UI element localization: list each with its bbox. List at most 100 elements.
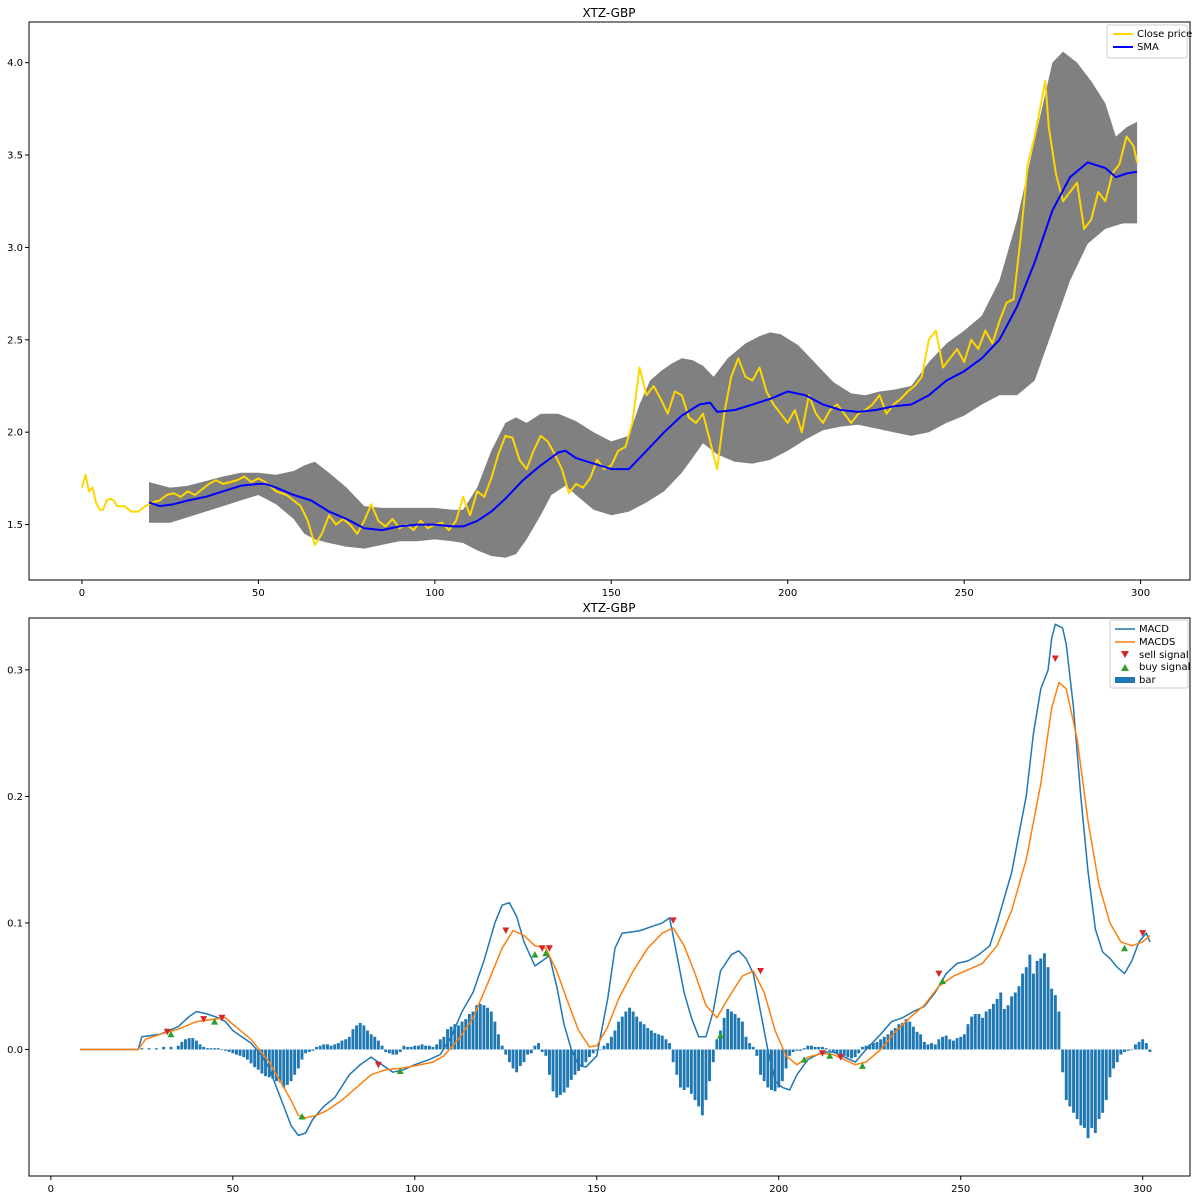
histogram-bar — [642, 1024, 646, 1050]
histogram-bar — [824, 1048, 828, 1050]
histogram-bar — [471, 1011, 475, 1050]
histogram-bar — [944, 1035, 948, 1050]
histogram-bar — [788, 1049, 792, 1056]
histogram-bar — [773, 1049, 777, 1092]
histogram-bar — [908, 1021, 912, 1050]
histogram-bar — [482, 1005, 486, 1050]
histogram-bar — [1032, 973, 1035, 1050]
macd-x-tick-label: 100 — [405, 1184, 424, 1195]
histogram-bar — [762, 1049, 766, 1082]
histogram-bar — [948, 1039, 952, 1050]
histogram-bar — [457, 1025, 460, 1050]
histogram-bar — [791, 1049, 795, 1052]
histogram-bar — [973, 1014, 977, 1050]
legend-bar-label: bar — [1139, 675, 1156, 686]
bollinger-band — [149, 51, 1138, 558]
histogram-bar — [278, 1049, 282, 1083]
histogram-bar — [660, 1035, 664, 1050]
price-y-tick-label: 4.0 — [7, 58, 23, 69]
histogram-bar — [817, 1046, 821, 1050]
histogram-bar — [984, 1011, 988, 1050]
histogram-bar — [224, 1049, 228, 1051]
histogram-bar — [282, 1049, 286, 1088]
histogram-bar — [256, 1049, 260, 1070]
histogram-bar — [285, 1049, 289, 1085]
histogram-bar — [777, 1049, 781, 1088]
buy-signal-marker — [858, 1062, 866, 1069]
histogram-bar — [311, 1049, 315, 1051]
macd-plot-frame — [28, 617, 1191, 1177]
histogram-bar — [518, 1049, 522, 1066]
histogram-bar — [1028, 954, 1032, 1050]
sell-signal-marker — [374, 1061, 382, 1069]
histogram-bar — [828, 1049, 832, 1051]
histogram-bar — [1144, 1043, 1148, 1050]
histogram-bar — [795, 1049, 799, 1051]
histogram-bar — [846, 1049, 850, 1058]
histogram-bar — [315, 1046, 319, 1050]
histogram-bar — [686, 1049, 690, 1088]
price-x-tick-label: 300 — [1131, 588, 1150, 599]
histogram-bar — [1002, 1009, 1006, 1050]
histogram-bar — [933, 1044, 937, 1050]
histogram-bar — [584, 1049, 588, 1063]
price-x-tick-label: 150 — [602, 588, 621, 599]
histogram-bar — [176, 1045, 180, 1050]
histogram-bar — [726, 1009, 730, 1050]
histogram-bar — [1021, 973, 1025, 1050]
legend-macds-label: MACDS — [1139, 637, 1175, 648]
histogram-bar — [1086, 1049, 1090, 1139]
histogram-bar — [1112, 1049, 1116, 1069]
histogram-bar — [202, 1046, 206, 1050]
histogram-bar — [952, 1040, 955, 1050]
histogram-bar — [911, 1026, 915, 1050]
macd-x-tick-label: 200 — [769, 1184, 788, 1195]
histogram-bar — [431, 1046, 435, 1050]
histogram-bar — [1115, 1049, 1119, 1063]
histogram-bar — [722, 1017, 726, 1050]
histogram-bar — [453, 1024, 457, 1050]
legend-sell-signal-marker — [1121, 651, 1129, 658]
histogram-bar — [821, 1046, 824, 1050]
macd-bars-layer — [140, 953, 1152, 1139]
histogram-bar — [959, 1036, 963, 1050]
histogram-bar — [617, 1021, 621, 1050]
histogram-bar — [1053, 995, 1057, 1050]
macd-x-tick-label: 0 — [48, 1184, 54, 1195]
histogram-bar — [526, 1049, 530, 1055]
macd-y-tick-label: 0.2 — [7, 792, 23, 803]
histogram-bar — [893, 1028, 897, 1050]
price-legend: Close price SMA — [1106, 24, 1192, 59]
histogram-bar — [591, 1049, 595, 1054]
histogram-bar — [988, 1009, 992, 1050]
histogram-bar — [271, 1049, 275, 1079]
histogram-bar — [857, 1049, 861, 1054]
histogram-bar — [1108, 1049, 1112, 1078]
histogram-bar — [253, 1049, 257, 1068]
histogram-bar — [227, 1049, 231, 1052]
histogram-bar — [1083, 1049, 1086, 1128]
histogram-bar — [1141, 1039, 1145, 1050]
histogram-bar — [628, 1007, 632, 1050]
histogram-bar — [941, 1036, 945, 1050]
histogram-bar — [693, 1049, 697, 1101]
macd-legend: MACD MACDS sell signal buy signal bar — [1109, 619, 1190, 689]
histogram-bar — [300, 1049, 304, 1060]
histogram-bar — [839, 1049, 843, 1055]
histogram-bar — [871, 1043, 875, 1050]
histogram-bar — [708, 1049, 712, 1082]
histogram-bar — [937, 1039, 941, 1050]
histogram-bar — [435, 1044, 439, 1050]
histogram-bar — [1061, 1049, 1065, 1073]
sell-signal-marker — [200, 1016, 208, 1023]
histogram-bar — [1130, 1049, 1134, 1051]
histogram-bar — [639, 1021, 642, 1050]
histogram-bar — [1017, 986, 1021, 1050]
histogram-bar — [875, 1041, 879, 1050]
price-x-tick-label: 100 — [425, 588, 444, 599]
histogram-bar — [573, 1049, 577, 1075]
histogram-bar — [169, 1046, 173, 1050]
histogram-bar — [191, 1038, 195, 1050]
sell-signal-marker — [1051, 655, 1059, 662]
